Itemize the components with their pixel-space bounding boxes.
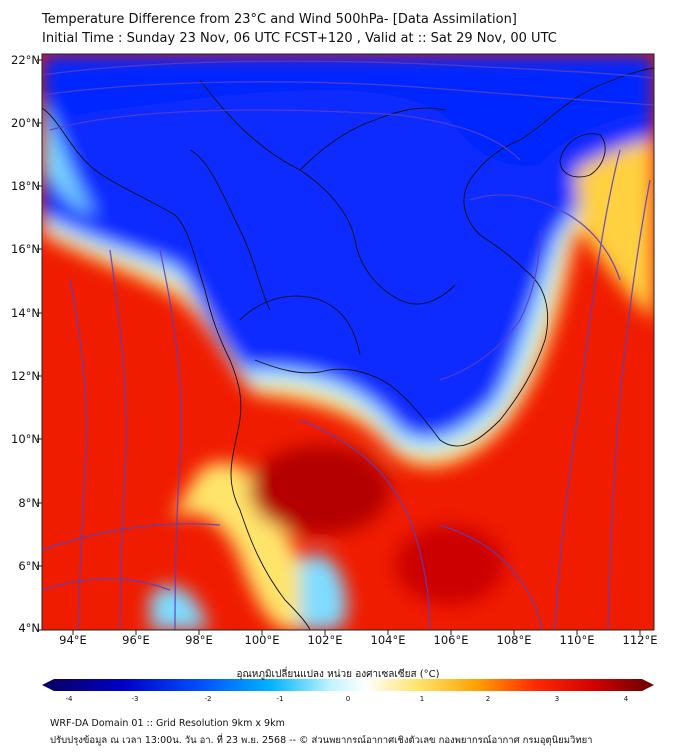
colorbar-tick: 0 [345, 695, 351, 703]
lon-label: 106°E [433, 633, 469, 647]
lon-label: 108°E [496, 633, 532, 647]
lon-label: 110°E [559, 633, 595, 647]
lat-label: 16°N [11, 242, 40, 256]
plot-frame [41, 53, 655, 631]
colorbar-tick: -4 [65, 695, 73, 703]
colorbar [54, 679, 642, 691]
colorbar-min-arrow [42, 679, 54, 691]
footer-credit: ปรับปรุงข้อมูล ณ เวลา 13:00น. วัน อา. ที… [50, 735, 593, 746]
lat-label: 6°N [18, 559, 40, 573]
colorbar-tick: 3 [554, 695, 560, 703]
colorbar-tick: -2 [204, 695, 212, 703]
title-line-1: Temperature Difference from 23°C and Win… [42, 12, 517, 27]
lon-label: 100°E [244, 633, 280, 647]
colorbar-tick: 2 [485, 695, 491, 703]
colorbar-tick: -1 [276, 695, 284, 703]
lat-label: 18°N [11, 179, 40, 193]
lat-label: 10°N [11, 432, 40, 446]
lon-label: 94°E [59, 633, 87, 647]
coastlines [42, 67, 654, 630]
lat-label: 8°N [18, 496, 40, 510]
axis-ticks [37, 59, 641, 635]
wind-streamlines [42, 60, 654, 630]
lon-label: 112°E [622, 633, 658, 647]
lon-label: 96°E [122, 633, 150, 647]
map-title: Temperature Difference from 23°C and Win… [42, 10, 557, 48]
lat-label: 22°N [11, 53, 40, 67]
title-line-2: Initial Time : Sunday 23 Nov, 06 UTC FCS… [42, 31, 557, 46]
colorbar-tick: -3 [131, 695, 139, 703]
lon-label: 104°E [370, 633, 406, 647]
lat-label: 4°N [18, 621, 40, 635]
lon-label: 102°E [307, 633, 343, 647]
lat-label: 12°N [11, 369, 40, 383]
lon-label: 98°E [185, 633, 213, 647]
footer-model-info: WRF-DA Domain 01 :: Grid Resolution 9km … [50, 718, 285, 729]
colorbar-tick: 1 [419, 695, 425, 703]
lat-label: 14°N [11, 306, 40, 320]
colorbar-label: อุณหภูมิเปลี่ยนแปลง หน่วย องศาเซลเซียส (… [236, 669, 440, 680]
colorbar-max-arrow [642, 679, 654, 691]
lat-label: 20°N [11, 116, 40, 130]
colorbar-tick: 4 [623, 695, 629, 703]
